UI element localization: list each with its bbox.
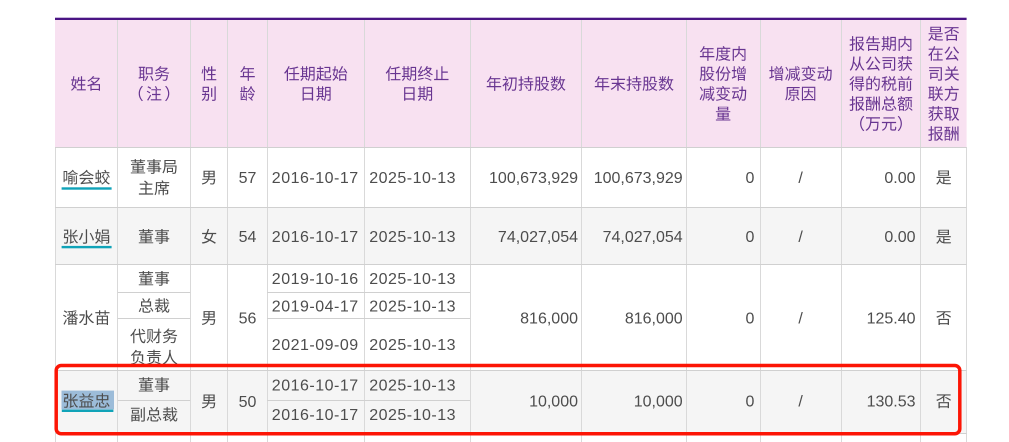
svg-text:130.53: 130.53 bbox=[867, 394, 916, 411]
svg-text:2025-10-13: 2025-10-13 bbox=[369, 407, 456, 424]
svg-text:2025-10-13: 2025-10-13 bbox=[369, 337, 456, 354]
svg-text:2016-10-17: 2016-10-17 bbox=[272, 229, 359, 246]
svg-text:/: / bbox=[798, 310, 803, 327]
svg-text:100,673,929: 100,673,929 bbox=[489, 170, 578, 187]
svg-text:0: 0 bbox=[745, 229, 754, 246]
svg-text:2019-10-16: 2019-10-16 bbox=[272, 271, 359, 288]
svg-text:816,000: 816,000 bbox=[520, 310, 578, 327]
svg-text:/: / bbox=[798, 229, 803, 246]
svg-text:56: 56 bbox=[239, 310, 257, 327]
svg-text:10,000: 10,000 bbox=[529, 394, 578, 411]
svg-text:0.00: 0.00 bbox=[884, 170, 915, 187]
svg-text:100,673,929: 100,673,929 bbox=[594, 170, 683, 187]
svg-text:2016-10-17: 2016-10-17 bbox=[272, 407, 359, 424]
svg-text:/: / bbox=[798, 170, 803, 187]
svg-text:2016-10-17: 2016-10-17 bbox=[272, 170, 359, 187]
svg-text:0: 0 bbox=[745, 170, 754, 187]
svg-text:50: 50 bbox=[239, 394, 257, 411]
svg-text:2021-09-09: 2021-09-09 bbox=[272, 337, 359, 354]
svg-text:54: 54 bbox=[239, 229, 257, 246]
svg-text:816,000: 816,000 bbox=[625, 310, 683, 327]
svg-text:2016-10-17: 2016-10-17 bbox=[272, 377, 359, 394]
svg-text:2025-10-13: 2025-10-13 bbox=[369, 229, 456, 246]
svg-text:0: 0 bbox=[745, 310, 754, 327]
svg-text:2025-10-13: 2025-10-13 bbox=[369, 377, 456, 394]
svg-text:0.00: 0.00 bbox=[884, 229, 915, 246]
svg-text:2025-10-13: 2025-10-13 bbox=[369, 271, 456, 288]
svg-text:2025-10-13: 2025-10-13 bbox=[369, 298, 456, 315]
svg-text:2025-10-13: 2025-10-13 bbox=[369, 170, 456, 187]
svg-text:/: / bbox=[798, 394, 803, 411]
svg-text:0: 0 bbox=[745, 394, 754, 411]
svg-text:74,027,054: 74,027,054 bbox=[498, 229, 578, 246]
svg-text:10,000: 10,000 bbox=[634, 394, 683, 411]
svg-text:2019-04-17: 2019-04-17 bbox=[272, 298, 359, 315]
svg-text:125.40: 125.40 bbox=[867, 310, 916, 327]
svg-text:57: 57 bbox=[239, 170, 257, 187]
svg-text:74,027,054: 74,027,054 bbox=[603, 229, 683, 246]
